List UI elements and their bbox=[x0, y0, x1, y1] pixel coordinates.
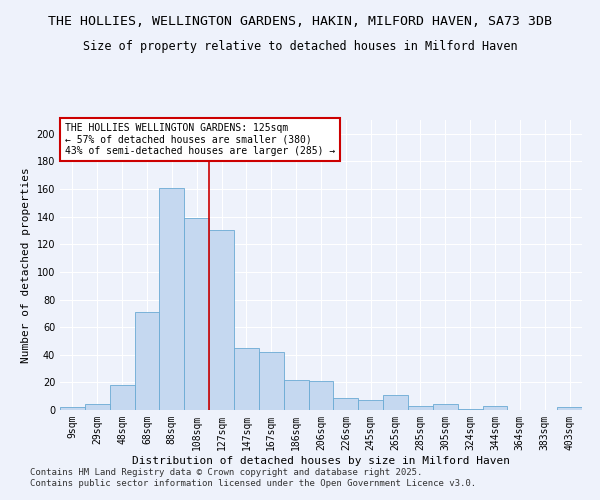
Bar bbox=[408, 406, 433, 410]
Bar bbox=[160, 188, 184, 410]
Bar bbox=[110, 385, 134, 410]
X-axis label: Distribution of detached houses by size in Milford Haven: Distribution of detached houses by size … bbox=[132, 456, 510, 466]
Bar bbox=[60, 407, 85, 410]
Bar bbox=[259, 352, 284, 410]
Bar bbox=[557, 407, 582, 410]
Text: Size of property relative to detached houses in Milford Haven: Size of property relative to detached ho… bbox=[83, 40, 517, 53]
Text: THE HOLLIES, WELLINGTON GARDENS, HAKIN, MILFORD HAVEN, SA73 3DB: THE HOLLIES, WELLINGTON GARDENS, HAKIN, … bbox=[48, 15, 552, 28]
Bar bbox=[308, 381, 334, 410]
Text: THE HOLLIES WELLINGTON GARDENS: 125sqm
← 57% of detached houses are smaller (380: THE HOLLIES WELLINGTON GARDENS: 125sqm ←… bbox=[65, 123, 335, 156]
Bar bbox=[134, 312, 160, 410]
Bar bbox=[284, 380, 308, 410]
Bar bbox=[433, 404, 458, 410]
Bar bbox=[383, 395, 408, 410]
Bar bbox=[209, 230, 234, 410]
Text: Contains HM Land Registry data © Crown copyright and database right 2025.
Contai: Contains HM Land Registry data © Crown c… bbox=[30, 468, 476, 487]
Bar bbox=[458, 408, 482, 410]
Bar bbox=[334, 398, 358, 410]
Bar bbox=[234, 348, 259, 410]
Bar bbox=[85, 404, 110, 410]
Bar bbox=[184, 218, 209, 410]
Y-axis label: Number of detached properties: Number of detached properties bbox=[21, 167, 31, 363]
Bar bbox=[358, 400, 383, 410]
Bar bbox=[482, 406, 508, 410]
